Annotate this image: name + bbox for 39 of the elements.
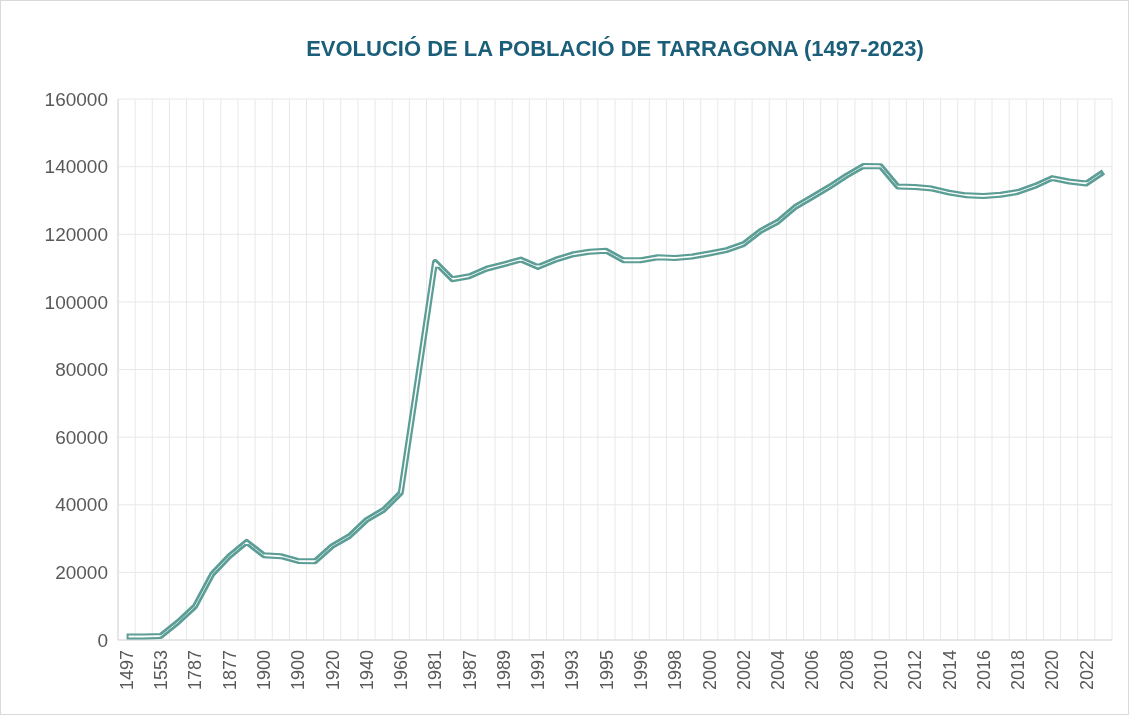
- x-tick-label: 1987: [459, 650, 480, 691]
- y-tick-label: 100000: [44, 291, 108, 313]
- x-tick-label: 2022: [1076, 650, 1097, 691]
- chart-title: EVOLUCIÓ DE LA POBLACIÓ DE TARRAGONA (1497-2023): [306, 36, 924, 61]
- x-tick-label: 1960: [391, 650, 412, 691]
- x-tick-label: 1998: [665, 650, 686, 691]
- x-tick-label: 1940: [356, 650, 377, 691]
- x-tick-label: 1900: [253, 650, 274, 691]
- x-tick-label: 2006: [802, 650, 823, 691]
- x-tick-label: 2018: [1008, 650, 1029, 691]
- x-tick-label: 1981: [425, 650, 446, 691]
- x-tick-label: 1900: [288, 650, 309, 691]
- x-tick-label: 2004: [768, 650, 789, 691]
- x-tick-label: 2016: [973, 650, 994, 691]
- x-tick-label: 2000: [699, 650, 720, 691]
- x-tick-label: 2014: [939, 650, 960, 691]
- y-tick-label: 80000: [55, 359, 108, 381]
- x-tick-label: 1787: [185, 650, 206, 691]
- x-tick-label: 2008: [836, 650, 857, 691]
- y-tick-label: 160000: [44, 88, 108, 110]
- x-tick-label: 1989: [493, 650, 514, 691]
- y-tick-label: 60000: [55, 426, 108, 448]
- y-tick-label: 140000: [44, 156, 108, 178]
- x-tick-label: 1877: [219, 650, 240, 691]
- y-tick-label: 40000: [55, 494, 108, 516]
- x-tick-label: 2020: [1042, 650, 1063, 691]
- y-tick-label: 120000: [44, 223, 108, 245]
- x-tick-label: 1991: [528, 650, 549, 691]
- x-tick-label: 1993: [562, 650, 583, 691]
- x-tick-label: 1920: [322, 650, 343, 691]
- y-tick-label: 0: [97, 629, 108, 651]
- x-tick-label: 1995: [596, 650, 617, 691]
- x-tick-label: 2010: [870, 650, 891, 691]
- x-tick-label: 1553: [151, 650, 172, 691]
- x-tick-label: 1497: [116, 650, 137, 691]
- x-tick-label: 2012: [905, 650, 926, 691]
- x-tick-label: 1996: [631, 650, 652, 691]
- y-tick-label: 20000: [55, 562, 108, 584]
- x-tick-label: 2002: [733, 650, 754, 691]
